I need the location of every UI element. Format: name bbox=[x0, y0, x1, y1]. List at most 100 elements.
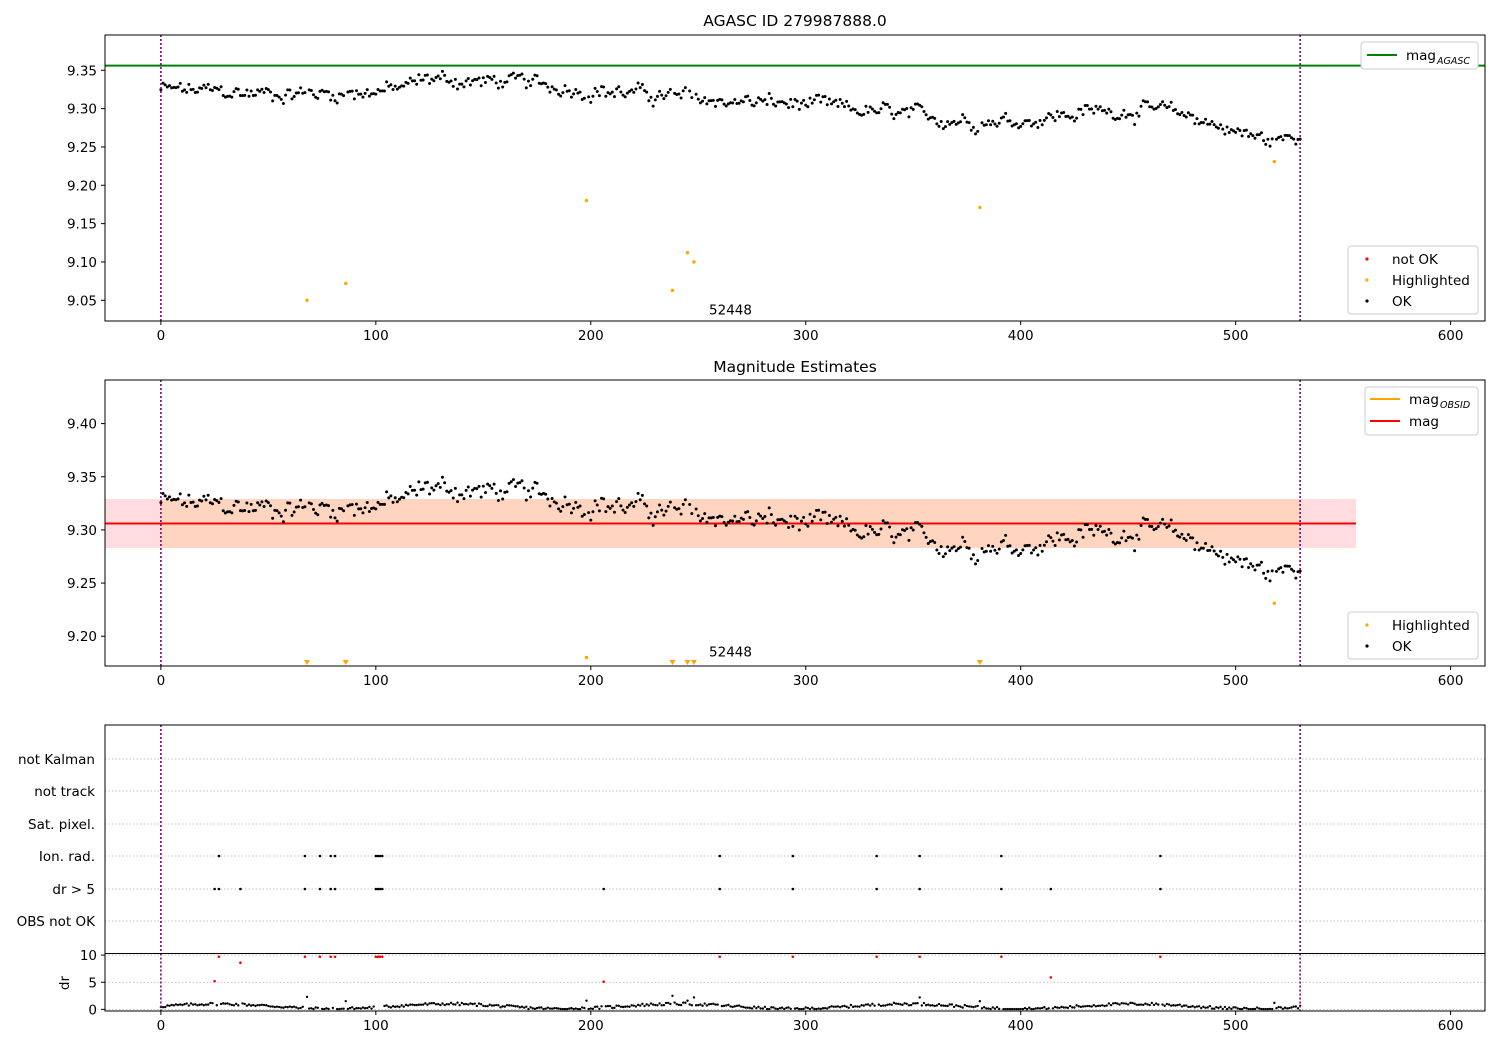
ok-point bbox=[849, 529, 853, 533]
ok-point bbox=[206, 493, 210, 497]
dr-ok-point bbox=[402, 1005, 405, 1008]
panel1-legend-lower: not OK Highlighted OK bbox=[1347, 245, 1479, 315]
ok-point bbox=[1051, 116, 1055, 120]
dr-ok-point bbox=[426, 1003, 429, 1006]
dr-ok-point bbox=[1111, 1002, 1115, 1005]
dr-ok-point bbox=[1176, 1003, 1179, 1007]
dr-ok-point bbox=[1294, 1005, 1298, 1008]
ok-point bbox=[817, 508, 821, 512]
ok-point bbox=[238, 93, 242, 97]
dr-ok-point bbox=[856, 1005, 859, 1008]
ok-point bbox=[597, 509, 601, 513]
dr-ok-point bbox=[295, 1006, 298, 1009]
dr-ok-point bbox=[1124, 1002, 1128, 1005]
ok-point bbox=[1223, 132, 1227, 136]
ok-point bbox=[456, 500, 460, 504]
dr-gt-5-flag bbox=[1159, 887, 1162, 891]
ok-point bbox=[1017, 554, 1021, 558]
ok-point bbox=[855, 111, 859, 115]
ok-point bbox=[161, 492, 165, 496]
ok-point bbox=[989, 549, 993, 553]
ok-point bbox=[380, 89, 384, 93]
ok-point bbox=[1103, 529, 1107, 533]
dr-ok-point bbox=[187, 1004, 191, 1007]
dr-ok-point bbox=[1157, 1003, 1160, 1006]
ok-point bbox=[561, 91, 565, 95]
dr-ok-point bbox=[1086, 1004, 1089, 1008]
ok-point bbox=[1085, 104, 1089, 108]
ok-point bbox=[1032, 122, 1036, 126]
dr-gt-5-flag bbox=[217, 887, 221, 891]
dr-ok-point bbox=[1163, 1004, 1166, 1007]
dr-ok-point bbox=[1081, 1005, 1085, 1008]
ok-point bbox=[1266, 137, 1270, 141]
ok-point bbox=[187, 493, 191, 497]
ok-point bbox=[1113, 542, 1117, 546]
ok-point bbox=[974, 562, 978, 566]
category-label-sat-pixel: Sat. pixel. bbox=[28, 817, 95, 833]
ok-point bbox=[367, 510, 371, 514]
dr-ok-point bbox=[430, 1002, 433, 1005]
ok-point bbox=[165, 497, 169, 501]
dr-ok-point bbox=[245, 1004, 249, 1007]
dr-ok-point bbox=[441, 1002, 444, 1005]
ok-point bbox=[236, 500, 240, 504]
dr-ok-point bbox=[1107, 1002, 1111, 1005]
ok-point bbox=[668, 87, 672, 91]
dr-ok-point bbox=[514, 1005, 517, 1008]
dr-ok-point bbox=[731, 1005, 734, 1009]
dr-ok-point bbox=[1217, 1006, 1220, 1010]
ok-point bbox=[303, 505, 307, 509]
dr-ok-point bbox=[819, 1007, 822, 1011]
ok-point bbox=[735, 101, 739, 105]
ok-point bbox=[959, 545, 963, 549]
ok-point bbox=[1193, 548, 1197, 552]
ok-point bbox=[249, 502, 253, 506]
ok-point bbox=[202, 83, 206, 87]
ok-point bbox=[406, 81, 410, 85]
ok-point bbox=[1057, 115, 1061, 119]
ok-point bbox=[359, 507, 363, 511]
dr-ok-point bbox=[639, 1004, 642, 1007]
ok-point bbox=[434, 76, 438, 80]
ok-point bbox=[374, 92, 378, 96]
ok-point bbox=[578, 90, 582, 94]
ok-point bbox=[494, 81, 498, 85]
ok-point bbox=[529, 84, 533, 88]
ion-rad-flag bbox=[333, 854, 337, 858]
dr-ok-point bbox=[645, 1003, 648, 1006]
panel1-ytick-label-5: 9.30 bbox=[67, 102, 97, 118]
ok-point bbox=[477, 484, 481, 488]
dr-ok-point bbox=[168, 1004, 171, 1007]
dr-ok-point bbox=[449, 1001, 453, 1005]
dr-ok-point bbox=[862, 1004, 865, 1007]
ok-point bbox=[1229, 556, 1233, 560]
dr-ok-point bbox=[905, 1002, 908, 1005]
ok-point bbox=[971, 125, 975, 129]
ok-point bbox=[1167, 105, 1171, 109]
ok-point bbox=[918, 522, 922, 526]
ok-point bbox=[1122, 108, 1126, 112]
ok-point bbox=[447, 490, 451, 494]
dr-ok-point bbox=[641, 1002, 644, 1006]
dr-ok-point bbox=[286, 1006, 289, 1009]
ok-point bbox=[1120, 536, 1124, 540]
ok-point bbox=[167, 495, 171, 499]
dr-ok-point bbox=[1092, 1003, 1095, 1007]
ok-point bbox=[1023, 119, 1027, 123]
ok-point bbox=[350, 503, 354, 507]
dr-ok-point bbox=[860, 1004, 863, 1007]
dr-ok-point bbox=[181, 1003, 184, 1007]
dr-ok-point bbox=[742, 1005, 745, 1009]
ok-point bbox=[733, 98, 737, 102]
ok-point bbox=[847, 523, 851, 527]
ok-point bbox=[1169, 518, 1173, 522]
ok-point bbox=[937, 552, 941, 556]
ok-point bbox=[1004, 533, 1008, 537]
dr-ok-point bbox=[1225, 1007, 1229, 1011]
ok-point bbox=[421, 78, 425, 82]
dr-ok-point bbox=[262, 1003, 266, 1007]
ok-point bbox=[939, 119, 943, 123]
ok-point bbox=[660, 508, 664, 512]
